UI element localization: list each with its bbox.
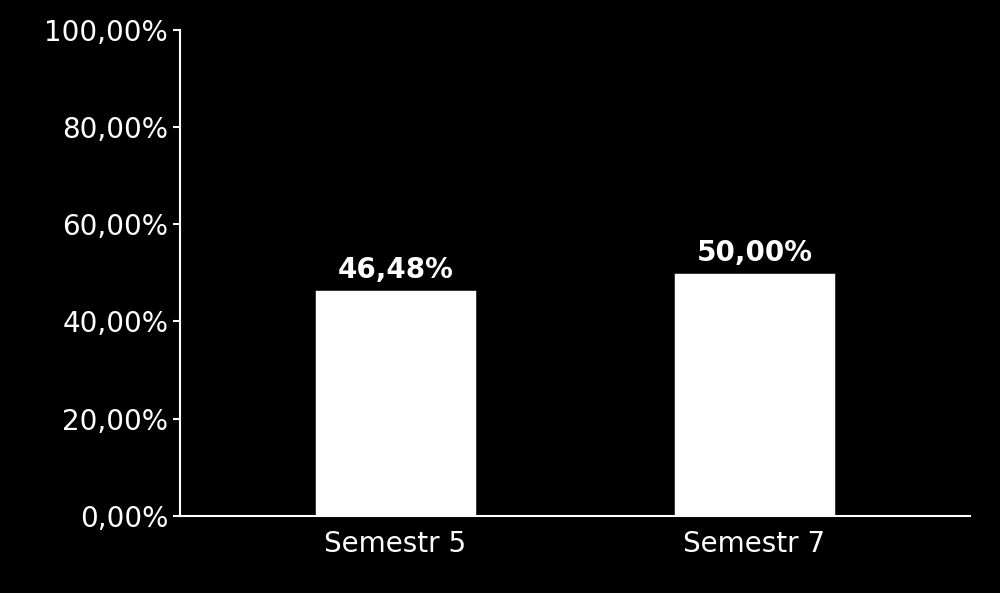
- Bar: [315, 290, 476, 516]
- Bar: [674, 273, 835, 516]
- Text: 46,48%: 46,48%: [338, 256, 453, 284]
- Text: 50,00%: 50,00%: [697, 239, 813, 267]
